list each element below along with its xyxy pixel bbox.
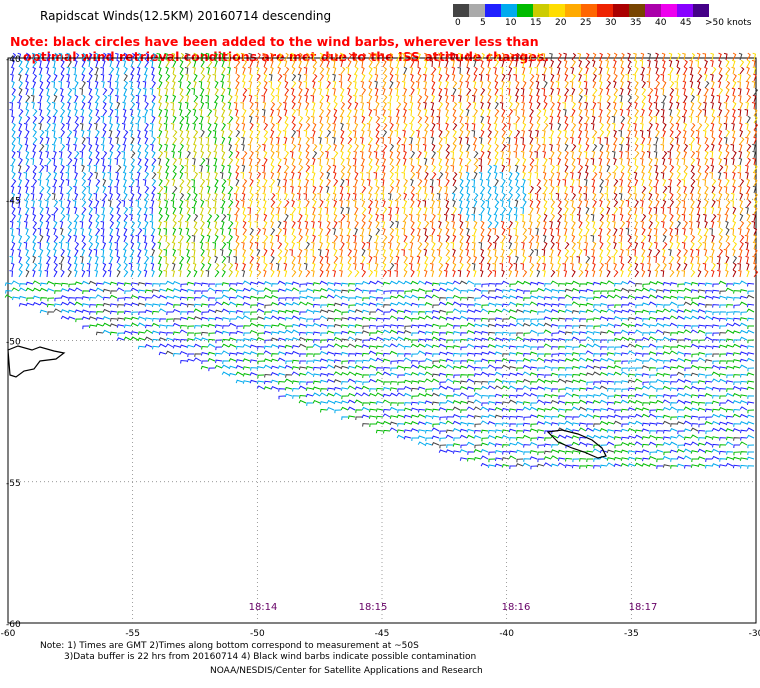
legend-swatch	[517, 4, 533, 17]
longitude-label: -60	[1, 629, 16, 639]
legend-swatch	[661, 4, 677, 17]
legend-swatch	[565, 4, 581, 17]
falkland-islands-coast	[7, 345, 66, 378]
legend-label: 15	[530, 18, 542, 28]
legend-swatch	[485, 4, 501, 17]
legend-swatch	[613, 4, 629, 17]
longitude-label: -35	[624, 629, 639, 639]
time-label: 18:17	[629, 602, 658, 613]
legend-label: 0	[455, 18, 461, 28]
latitude-label: -55	[6, 479, 21, 489]
footer-line-2: 3)Data buffer is 22 hrs from 20160714 4)…	[64, 652, 477, 662]
longitude-label: -30	[749, 629, 760, 639]
footer-credit: NOAA/NESDIS/Center for Satellite Applica…	[210, 666, 483, 676]
time-label: 18:15	[359, 602, 388, 613]
legend-labels: 0 5 10 15 20 25 30 35 40 45 >50 knots	[453, 18, 752, 30]
legend-swatch	[581, 4, 597, 17]
map-title: Rapidscat Winds(12.5KM) 20160714 descend…	[40, 9, 332, 23]
latitude-label: -50	[6, 338, 21, 348]
latitude-label: -40	[6, 55, 21, 65]
legend-label: 40	[655, 18, 667, 28]
legend-swatch	[453, 4, 469, 17]
legend-swatch	[549, 4, 565, 17]
note-line-1: Note: black circles have been added to t…	[10, 34, 539, 49]
legend-swatch	[501, 4, 517, 17]
legend-label: 45	[680, 18, 692, 28]
legend-label: 35	[630, 18, 642, 28]
legend-label: 5	[480, 18, 486, 28]
legend-label: 20	[555, 18, 567, 28]
footer-line-1: Note: 1) Times are GMT 2)Times along bot…	[40, 641, 419, 651]
wind-speed-legend: 0 5 10 15 20 25 30 35 40 45 >50 knots	[453, 4, 752, 30]
latitude-label: -45	[6, 196, 21, 206]
wind-barbs	[4, 52, 759, 470]
legend-swatch	[597, 4, 613, 17]
latitude-label: -60	[6, 620, 21, 630]
south-georgia-coast	[546, 429, 607, 459]
legend-label: 10	[505, 18, 517, 28]
legend-label: 30	[605, 18, 617, 28]
time-label: 18:14	[249, 602, 278, 613]
longitude-label: -40	[499, 629, 514, 639]
legend-swatch	[677, 4, 693, 17]
legend-swatch	[629, 4, 645, 17]
longitude-label: -50	[250, 629, 265, 639]
legend-swatch	[693, 4, 709, 17]
time-label: 18:16	[502, 602, 531, 613]
legend-label: >50 knots	[705, 18, 752, 28]
legend-color-bar	[453, 4, 709, 17]
longitude-label: -55	[125, 629, 140, 639]
legend-swatch	[469, 4, 485, 17]
legend-swatch	[645, 4, 661, 17]
legend-label: 25	[580, 18, 592, 28]
legend-swatch	[533, 4, 549, 17]
longitude-label: -45	[375, 629, 390, 639]
